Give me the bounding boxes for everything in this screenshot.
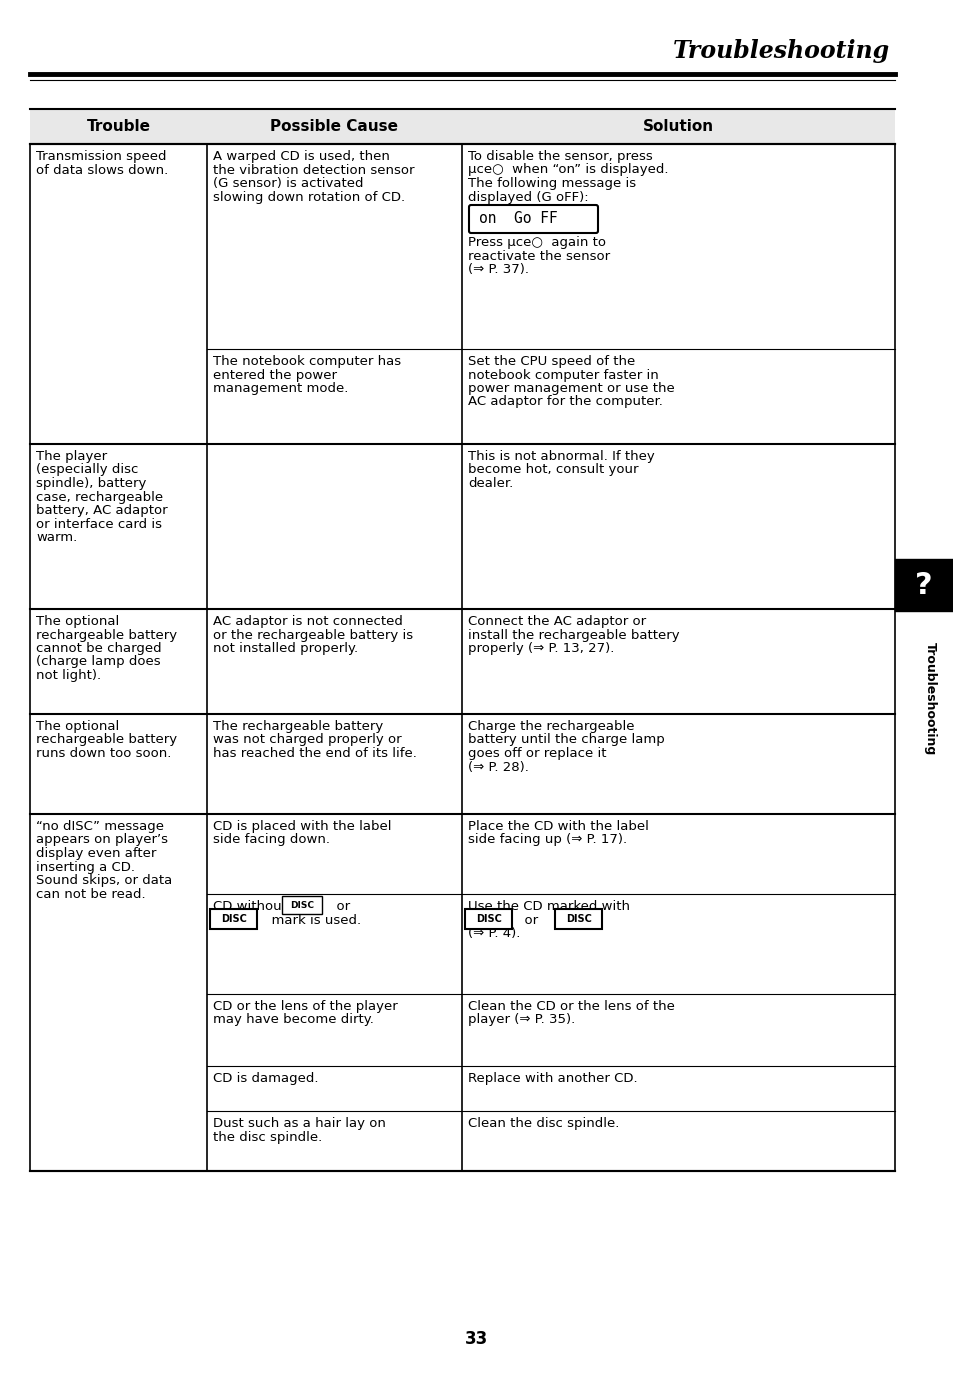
Text: notebook computer faster in: notebook computer faster in: [468, 368, 659, 382]
Text: Possible Cause: Possible Cause: [271, 119, 398, 134]
Text: Transmission speed: Transmission speed: [36, 150, 167, 163]
Text: Sound skips, or data: Sound skips, or data: [36, 874, 172, 887]
Text: display even after: display even after: [36, 847, 156, 860]
Text: Charge the rechargeable: Charge the rechargeable: [468, 720, 634, 734]
Text: not installed properly.: not installed properly.: [213, 643, 357, 655]
Text: of data slows down.: of data slows down.: [36, 164, 168, 177]
Text: rechargeable battery: rechargeable battery: [36, 734, 177, 746]
Text: spindle), battery: spindle), battery: [36, 477, 146, 490]
Text: This is not abnormal. If they: This is not abnormal. If they: [468, 450, 654, 463]
Text: Replace with another CD.: Replace with another CD.: [468, 1071, 637, 1085]
Text: Place the CD with the label: Place the CD with the label: [468, 821, 648, 833]
FancyBboxPatch shape: [555, 909, 601, 928]
Text: battery, AC adaptor: battery, AC adaptor: [36, 503, 168, 517]
Text: become hot, consult your: become hot, consult your: [468, 463, 638, 477]
Text: μce○  when “on” is displayed.: μce○ when “on” is displayed.: [468, 164, 668, 177]
Text: The player: The player: [36, 450, 107, 463]
Text: CD is placed with the label: CD is placed with the label: [213, 821, 391, 833]
Text: Dust such as a hair lay on: Dust such as a hair lay on: [213, 1117, 385, 1129]
Text: not light).: not light).: [36, 669, 101, 683]
Text: To disable the sensor, press: To disable the sensor, press: [468, 150, 652, 163]
Text: The optional: The optional: [36, 720, 119, 734]
Text: goes off or replace it: goes off or replace it: [468, 747, 606, 760]
Text: was not charged properly or: was not charged properly or: [213, 734, 401, 746]
Text: CD without: CD without: [213, 900, 295, 913]
Text: appears on player’s: appears on player’s: [36, 833, 168, 847]
Text: runs down too soon.: runs down too soon.: [36, 747, 172, 760]
Text: side facing down.: side facing down.: [213, 833, 330, 847]
Text: AC adaptor for the computer.: AC adaptor for the computer.: [468, 396, 662, 408]
Text: Trouble: Trouble: [87, 119, 151, 134]
Text: player (⇒ P. 35).: player (⇒ P. 35).: [468, 1014, 575, 1026]
Text: displayed (G oFF):: displayed (G oFF):: [468, 190, 588, 204]
Text: reactivate the sensor: reactivate the sensor: [468, 250, 610, 262]
Text: The following message is: The following message is: [468, 177, 636, 190]
Text: Solution: Solution: [642, 119, 713, 134]
Bar: [30, 109, 894, 143]
Text: has reached the end of its life.: has reached the end of its life.: [213, 747, 416, 760]
Bar: [894, 558, 952, 611]
Text: may have become dirty.: may have become dirty.: [213, 1014, 374, 1026]
Text: (⇒ P. 28).: (⇒ P. 28).: [468, 760, 528, 774]
Text: cannot be charged: cannot be charged: [36, 643, 161, 655]
Text: properly (⇒ P. 13, 27).: properly (⇒ P. 13, 27).: [468, 643, 614, 655]
Text: DISC: DISC: [565, 913, 591, 924]
Text: or: or: [516, 913, 546, 927]
Text: install the rechargeable battery: install the rechargeable battery: [468, 629, 679, 641]
Text: Troubleshooting: Troubleshooting: [923, 643, 936, 756]
FancyBboxPatch shape: [282, 896, 322, 914]
Text: (⇒ P. 37).: (⇒ P. 37).: [468, 263, 529, 276]
Text: entered the power: entered the power: [213, 368, 336, 382]
FancyBboxPatch shape: [469, 205, 598, 233]
Text: Set the CPU speed of the: Set the CPU speed of the: [468, 354, 635, 368]
Text: CD is damaged.: CD is damaged.: [213, 1071, 318, 1085]
Text: Troubleshooting: Troubleshooting: [672, 39, 889, 63]
Text: management mode.: management mode.: [213, 382, 348, 394]
Text: on  Go FF: on Go FF: [478, 211, 558, 226]
Text: Press μce○  again to: Press μce○ again to: [468, 236, 605, 250]
Text: the disc spindle.: the disc spindle.: [213, 1131, 322, 1143]
Text: or: or: [328, 900, 350, 913]
Text: the vibration detection sensor: the vibration detection sensor: [213, 164, 414, 177]
Text: The optional: The optional: [36, 615, 119, 627]
FancyBboxPatch shape: [210, 909, 256, 928]
Text: battery until the charge lamp: battery until the charge lamp: [468, 734, 664, 746]
FancyBboxPatch shape: [464, 909, 512, 928]
Text: DISC: DISC: [476, 913, 501, 924]
Text: case, rechargeable: case, rechargeable: [36, 491, 163, 503]
Text: side facing up (⇒ P. 17).: side facing up (⇒ P. 17).: [468, 833, 626, 847]
Text: “no dISC” message: “no dISC” message: [36, 821, 164, 833]
Text: CD or the lens of the player: CD or the lens of the player: [213, 1000, 397, 1014]
Text: The notebook computer has: The notebook computer has: [213, 354, 400, 368]
Text: slowing down rotation of CD.: slowing down rotation of CD.: [213, 190, 405, 204]
Text: DISC: DISC: [221, 913, 247, 924]
Text: can not be read.: can not be read.: [36, 888, 146, 900]
Text: A warped CD is used, then: A warped CD is used, then: [213, 150, 390, 163]
Text: (charge lamp does: (charge lamp does: [36, 655, 160, 669]
Text: or the rechargeable battery is: or the rechargeable battery is: [213, 629, 413, 641]
Text: power management or use the: power management or use the: [468, 382, 674, 394]
Text: ?: ?: [914, 571, 932, 600]
Text: Clean the disc spindle.: Clean the disc spindle.: [468, 1117, 618, 1129]
Text: Connect the AC adaptor or: Connect the AC adaptor or: [468, 615, 645, 627]
Text: (especially disc: (especially disc: [36, 463, 138, 477]
Text: (⇒ P. 4).: (⇒ P. 4).: [468, 927, 519, 940]
Text: (G sensor) is activated: (G sensor) is activated: [213, 177, 363, 190]
Text: warm.: warm.: [36, 531, 77, 543]
Text: 33: 33: [465, 1329, 488, 1349]
Text: mark is used.: mark is used.: [263, 913, 361, 927]
Text: inserting a CD.: inserting a CD.: [36, 860, 135, 873]
Text: The rechargeable battery: The rechargeable battery: [213, 720, 383, 734]
Text: Clean the CD or the lens of the: Clean the CD or the lens of the: [468, 1000, 674, 1014]
Text: rechargeable battery: rechargeable battery: [36, 629, 177, 641]
Text: Use the CD marked with: Use the CD marked with: [468, 900, 629, 913]
Text: or interface card is: or interface card is: [36, 517, 162, 531]
Text: DISC: DISC: [290, 900, 314, 910]
Text: AC adaptor is not connected: AC adaptor is not connected: [213, 615, 402, 627]
Text: dealer.: dealer.: [468, 477, 513, 490]
